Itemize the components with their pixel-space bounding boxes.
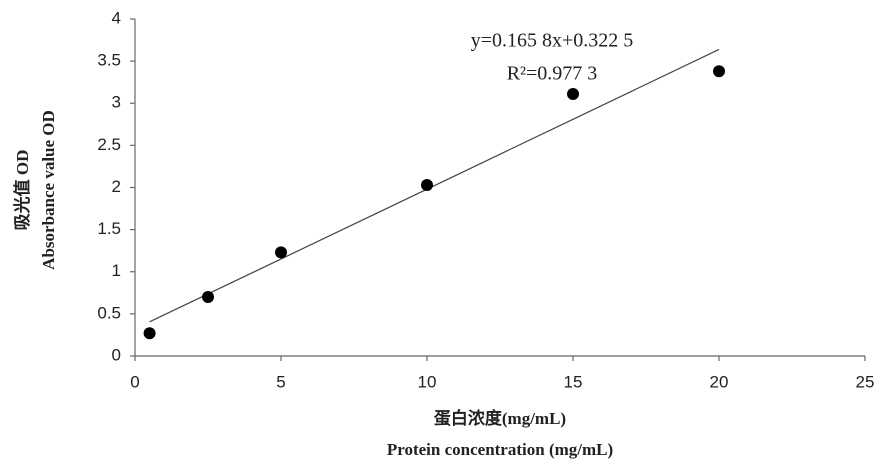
r-squared: R²=0.977 3	[507, 63, 598, 85]
y-axis-label: 吸光值 OD	[12, 150, 32, 231]
data-point	[421, 178, 433, 191]
y-tick-label: 1	[112, 261, 121, 280]
data-point	[275, 246, 287, 259]
y-axis-label-en: Absorbance value OD	[39, 110, 58, 270]
y-tick-label: 2	[112, 177, 121, 196]
y-tick-label: 1.5	[97, 219, 121, 238]
x-axis-label: 蛋白浓度(mg/mL)	[434, 408, 566, 428]
y-tick-label: 2.5	[97, 135, 121, 154]
x-tick-label: 0	[130, 372, 139, 391]
trendline-equation: y=0.165 8x+0.322 5	[471, 30, 634, 52]
trendline	[149, 48, 720, 323]
y-tick-label: 0	[112, 345, 121, 364]
data-point	[202, 291, 214, 304]
x-axis-label-en: Protein concentration (mg/mL)	[387, 440, 613, 459]
x-tick-label: 10	[418, 372, 437, 391]
x-tick-label: 20	[710, 372, 729, 391]
x-tick-label: 5	[276, 372, 285, 391]
data-point	[567, 87, 579, 100]
y-tick-label: 3.5	[97, 51, 121, 70]
data-point	[713, 65, 725, 78]
y-tick-label: 0.5	[97, 303, 121, 322]
y-tick-label: 4	[112, 8, 121, 27]
x-tick-label: 25	[856, 372, 875, 391]
y-tick-label: 3	[112, 93, 121, 112]
data-point	[143, 327, 156, 340]
x-tick-label: 15	[564, 372, 583, 391]
